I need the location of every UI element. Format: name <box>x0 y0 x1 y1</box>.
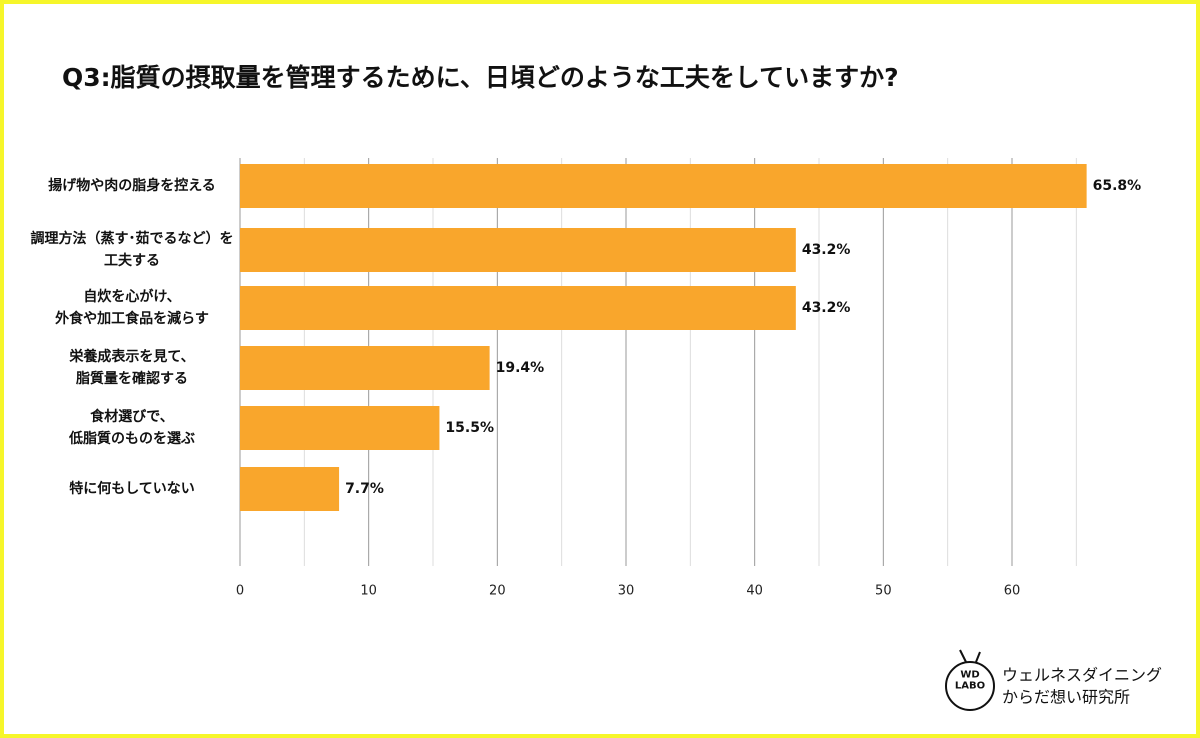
brand-name: ウェルネスダイニング <box>1002 666 1162 685</box>
value-label: 19.4% <box>496 360 545 376</box>
x-tick-label: 30 <box>618 584 635 599</box>
x-tick-label: 40 <box>746 584 763 599</box>
y-tick-label: 調理方法（蒸す･茹でるなど）を工夫する <box>31 230 234 269</box>
value-label: 43.2% <box>802 242 851 258</box>
bar <box>240 346 490 390</box>
x-tick-label: 60 <box>1004 584 1021 599</box>
bar <box>240 286 796 330</box>
y-tick-label: 特に何もしていない <box>69 480 195 497</box>
logo-text: WD LABO <box>955 670 985 692</box>
x-tick-label: 0 <box>236 584 244 599</box>
y-tick-label: 栄養成表示を見て、脂質量を確認する <box>68 348 194 387</box>
logo-circle <box>945 661 995 711</box>
value-label: 65.8% <box>1093 178 1142 194</box>
y-tick-label: 自炊を心がけ、外食や加工食品を減らす <box>55 288 209 327</box>
chart-title: Q3:脂質の摂取量を管理するために、日頃どのような工夫をしていますか? <box>62 63 899 92</box>
x-tick-label: 20 <box>489 584 506 599</box>
bar <box>240 228 796 272</box>
value-label: 43.2% <box>802 300 851 316</box>
y-tick-label: 食材選びで、低脂質のものを選ぶ <box>68 408 195 447</box>
brand-logo: WD LABO ウェルネスダイニング からだ想い研究所 <box>945 649 1162 711</box>
y-tick-label: 揚げ物や肉の脂身を控える <box>48 177 216 194</box>
x-tick-label: 10 <box>360 584 377 599</box>
value-label: 7.7% <box>345 481 384 497</box>
chart: Q3:脂質の摂取量を管理するために、日頃どのような工夫をしていますか? WD LA… <box>31 63 1162 711</box>
logo-stem <box>975 651 981 663</box>
brand-name: からだ想い研究所 <box>1002 688 1130 707</box>
x-tick-label: 50 <box>875 584 892 599</box>
logo-stem <box>959 649 967 663</box>
value-label: 15.5% <box>445 420 494 436</box>
bar <box>240 467 340 511</box>
bar <box>240 164 1087 208</box>
bar <box>240 406 440 450</box>
